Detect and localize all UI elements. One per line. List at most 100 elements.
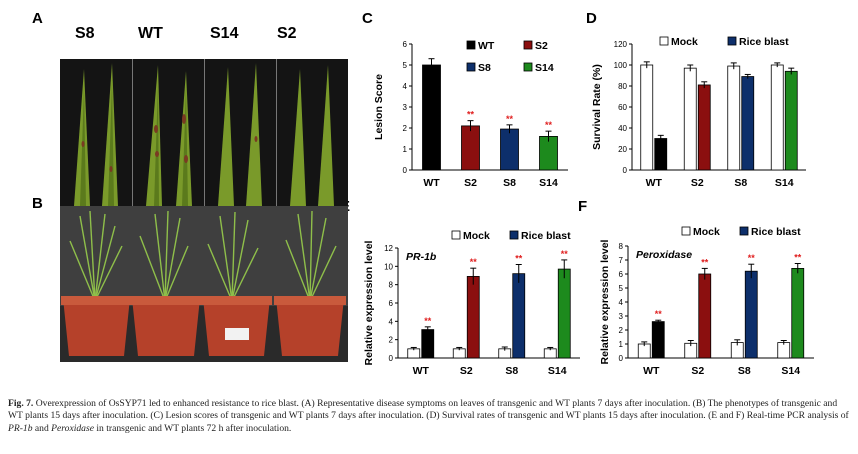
y-tick-label: 0 — [389, 354, 394, 363]
y-axis-label: Relative expression level — [363, 240, 375, 365]
caption-text-2: and — [32, 422, 52, 434]
y-tick-label: 6 — [619, 270, 624, 279]
y-tick-label: 120 — [614, 40, 628, 49]
legend-swatch — [466, 62, 476, 72]
x-tick-label: S2 — [691, 365, 704, 377]
caption-fig-label: Fig. 7. — [8, 398, 34, 409]
legend-swatch — [523, 40, 533, 50]
photo-label-s2: S2 — [277, 25, 297, 42]
significance-mark: ** — [515, 254, 523, 264]
y-tick-label: 0 — [619, 354, 624, 363]
x-tick-label: S8 — [734, 177, 747, 189]
legend-swatch — [681, 226, 691, 236]
data-bar — [741, 76, 755, 171]
data-bar — [744, 270, 758, 359]
gene-annotation: PR-1b — [406, 251, 437, 263]
data-bar — [698, 273, 712, 359]
significance-mark: ** — [748, 253, 756, 263]
x-tick-label: S14 — [781, 365, 800, 377]
y-axis-label: Survival Rate (%) — [591, 64, 603, 150]
legend-label: Rice blast — [751, 226, 801, 238]
potted-plants-photo — [60, 206, 348, 362]
x-tick-label: S2 — [460, 365, 473, 377]
x-tick-label: WT — [413, 365, 430, 377]
x-tick-label: WT — [643, 365, 660, 377]
legend-label: Rice blast — [739, 36, 789, 48]
x-tick-label: S8 — [503, 177, 516, 189]
y-tick-label: 20 — [618, 145, 627, 154]
data-bar — [640, 64, 654, 171]
y-tick-label: 80 — [618, 82, 627, 91]
legend-label: Rice blast — [521, 230, 571, 242]
data-bar — [777, 342, 791, 359]
y-tick-label: 5 — [619, 284, 624, 293]
legend-swatch — [509, 230, 519, 240]
legend-swatch — [466, 40, 476, 50]
y-tick-label: 4 — [403, 82, 408, 91]
legend-label: Mock — [671, 36, 698, 48]
photo-label-s14: S14 — [210, 25, 239, 42]
y-tick-label: 2 — [389, 336, 394, 345]
y-tick-label: 2 — [403, 124, 408, 133]
x-tick-label: S8 — [505, 365, 518, 377]
panel-label-f: F — [578, 198, 588, 215]
y-tick-label: 1 — [619, 340, 624, 349]
significance-mark: ** — [506, 114, 514, 124]
caption-text-3: in transgenic and WT plants 72 h after i… — [93, 422, 292, 434]
legend-swatch — [659, 36, 669, 46]
y-tick-label: 8 — [389, 281, 394, 290]
data-bar — [791, 268, 805, 359]
lesion-score-chart: 0 1 2 3 4 5 6 Lesion Score WT S2 ** S8 ** S14 ** WT S2 S8… — [373, 40, 568, 189]
data-bar — [651, 321, 665, 359]
significance-mark: ** — [701, 257, 709, 267]
y-tick-label: 5 — [403, 61, 408, 70]
panel-label-c: C — [362, 10, 373, 27]
x-tick-label: S8 — [738, 365, 751, 377]
photo-label-wt: WT — [138, 25, 163, 42]
survival-rate-chart: 0 20 40 60 80 100 120 Survival Rate (%) WT S2 S8 S1… — [591, 36, 806, 189]
data-bar — [461, 125, 480, 171]
y-tick-label: 3 — [403, 103, 408, 112]
pr1b-expression-chart: 0 2 4 6 8 10 12 Relative expression level WT ** S2… — [363, 230, 580, 377]
panel-label-b: B — [32, 195, 43, 212]
y-tick-label: 4 — [619, 298, 624, 307]
y-tick-label: 6 — [403, 40, 408, 49]
y-tick-label: 0 — [403, 166, 408, 175]
pots-photo-drawing — [60, 206, 348, 362]
legend-label: S14 — [535, 62, 554, 74]
data-bar — [654, 138, 668, 171]
legend-label: Mock — [693, 226, 720, 238]
legend-swatch — [523, 62, 533, 72]
y-tick-label: 60 — [618, 103, 627, 112]
leaf-symptoms-photo — [60, 59, 348, 206]
panel-label-a: A — [32, 10, 43, 27]
data-bar — [421, 329, 435, 359]
figure-caption: Fig. 7. Overexpression of OsSYP71 led to… — [8, 398, 852, 435]
x-tick-label: S14 — [775, 177, 794, 189]
panel-label-d: D — [586, 10, 597, 27]
x-tick-label: WT — [646, 177, 663, 189]
y-tick-label: 100 — [614, 61, 628, 70]
data-bar — [500, 128, 519, 171]
leaf-photo-drawing — [60, 59, 348, 206]
significance-mark: ** — [545, 120, 553, 130]
x-tick-label: WT — [423, 177, 440, 189]
y-tick-label: 4 — [389, 317, 394, 326]
legend-label: Mock — [463, 230, 490, 242]
x-tick-label: S14 — [539, 177, 558, 189]
y-tick-label: 6 — [389, 299, 394, 308]
data-bar — [422, 64, 441, 171]
legend-label: S2 — [535, 40, 548, 52]
y-tick-label: 10 — [384, 262, 393, 271]
significance-mark: ** — [470, 257, 478, 267]
data-bar — [697, 84, 711, 171]
data-bar — [466, 276, 480, 359]
significance-mark: ** — [794, 253, 802, 263]
x-tick-label: S14 — [548, 365, 567, 377]
significance-mark: ** — [467, 110, 475, 120]
caption-text-1: Overexpression of OsSYP71 led to enhance… — [8, 398, 849, 422]
y-axis-label: Lesion Score — [373, 74, 385, 140]
data-bar — [557, 268, 571, 359]
legend-label: WT — [478, 40, 495, 52]
data-bar — [512, 273, 526, 359]
